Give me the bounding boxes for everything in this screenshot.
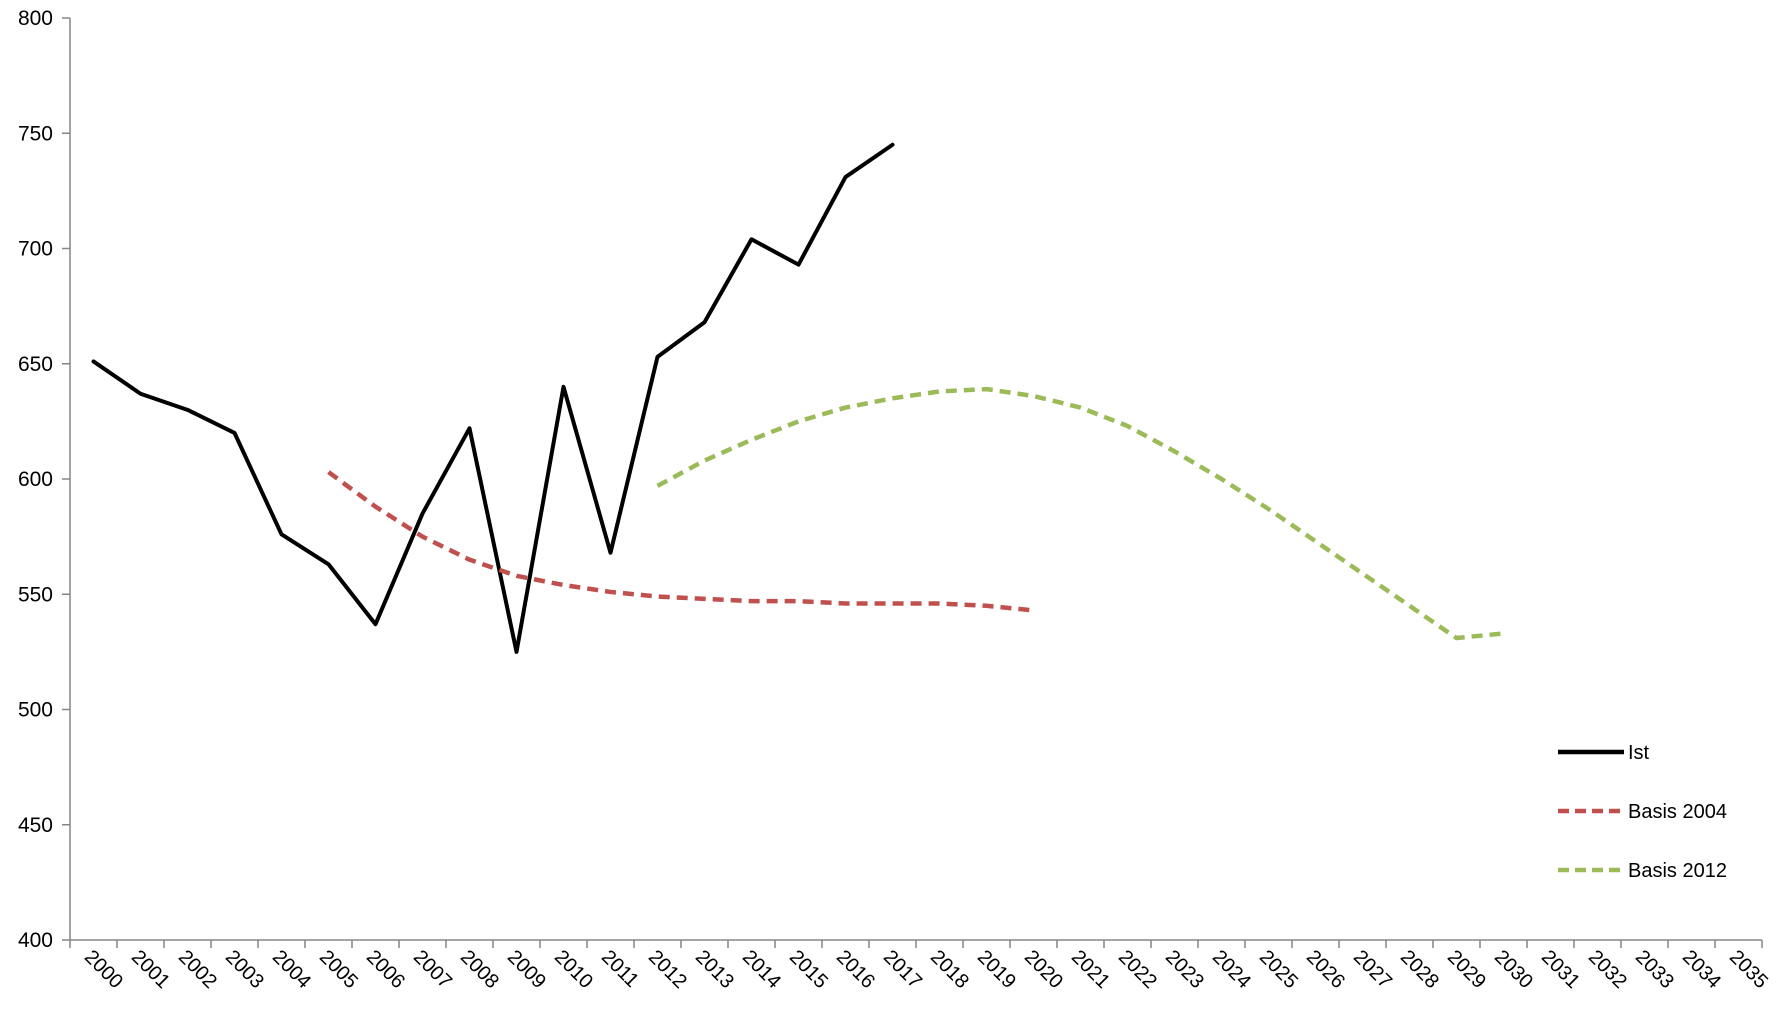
x-tick-label: 2027 <box>1349 946 1396 993</box>
x-tick-label: 2033 <box>1631 946 1678 993</box>
x-tick-label: 2006 <box>362 946 409 993</box>
x-tick-label: 2034 <box>1678 946 1725 993</box>
y-tick-label: 550 <box>18 583 53 606</box>
x-tick-label: 2031 <box>1537 946 1584 993</box>
y-tick-label: 500 <box>18 699 53 722</box>
legend-label-0: Ist <box>1628 742 1650 764</box>
series-line-2 <box>656 386 1504 641</box>
x-tick-label: 2018 <box>926 946 973 993</box>
series-line-0 <box>91 142 895 654</box>
x-tick-label: 2030 <box>1490 946 1537 993</box>
axes <box>69 18 1762 941</box>
x-tick-label: 2007 <box>409 946 456 993</box>
x-tick-label: 2032 <box>1584 946 1631 993</box>
x-tick-label: 2005 <box>315 946 362 993</box>
x-tick-label: 2019 <box>973 946 1020 993</box>
x-tick-label: 2011 <box>597 946 643 992</box>
legend-label-2: Basis 2012 <box>1628 860 1727 882</box>
x-tick-label: 2022 <box>1114 946 1161 993</box>
x-tick-label: 2017 <box>879 946 926 993</box>
y-tick-label: 400 <box>18 929 53 952</box>
x-tick-label: 2026 <box>1302 946 1349 993</box>
series-line-1 <box>327 470 1034 613</box>
legend-label-1: Basis 2004 <box>1628 801 1727 823</box>
x-tick-label: 2021 <box>1067 946 1114 993</box>
y-tick-label: 700 <box>18 238 53 261</box>
x-tick-label: 2012 <box>644 946 691 993</box>
y-tick-label: 650 <box>18 353 53 376</box>
x-tick-label: 2025 <box>1255 946 1302 993</box>
x-tick-label: 2004 <box>268 946 315 993</box>
y-tick-label: 800 <box>18 7 53 30</box>
y-tick-label: 450 <box>18 814 53 837</box>
x-tick-label: 2013 <box>691 946 738 993</box>
x-tick-label: 2010 <box>550 946 597 993</box>
x-tick-label: 2001 <box>127 946 174 993</box>
x-tick-label: 2009 <box>503 946 550 993</box>
x-tick-label: 2003 <box>221 946 268 993</box>
x-tick-label: 2023 <box>1161 946 1208 993</box>
x-tick-label: 2028 <box>1396 946 1443 993</box>
y-axis-ticks: 400 450 500 550 600 650 700 750 800 <box>18 7 70 952</box>
y-tick-label: 750 <box>18 122 53 145</box>
legend: Ist Basis 2004 Basis 2012 <box>1558 742 1727 882</box>
x-tick-label: 2016 <box>832 946 879 993</box>
x-tick-label: 2024 <box>1208 946 1255 993</box>
x-axis-ticks: 2000 2001 2002 2003 2004 2005 2006 2007 2008 2009… <box>69 940 1772 993</box>
y-tick-label: 600 <box>18 468 53 491</box>
x-tick-label: 2014 <box>738 946 785 993</box>
x-tick-label: 2020 <box>1020 946 1067 993</box>
series-lines <box>91 142 1504 654</box>
x-tick-label: 2008 <box>456 946 503 993</box>
x-tick-label: 2002 <box>174 946 221 993</box>
x-tick-label: 2035 <box>1725 946 1772 993</box>
x-tick-label: 2029 <box>1443 946 1490 993</box>
x-tick-label: 2000 <box>80 946 127 993</box>
x-tick-label: 2015 <box>785 946 832 993</box>
